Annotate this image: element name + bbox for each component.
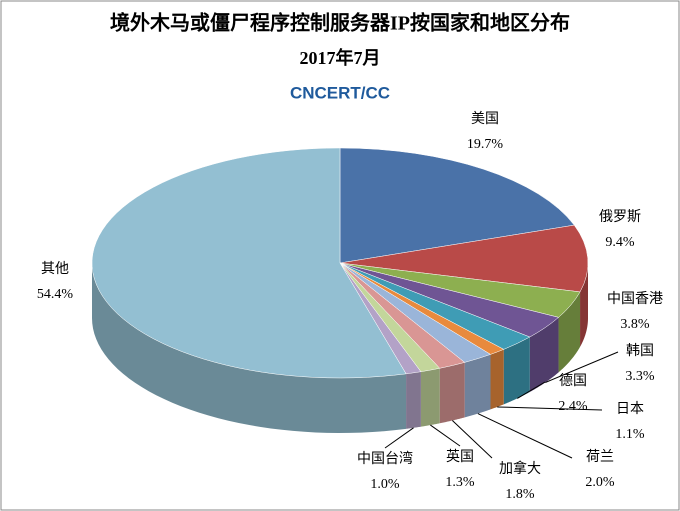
leader-line bbox=[477, 413, 573, 459]
value-label: 9.4% bbox=[605, 235, 635, 250]
slice-label: 加拿大 bbox=[499, 460, 541, 477]
logo: CNCERT/CC bbox=[290, 83, 390, 102]
slice bbox=[91, 147, 407, 379]
slice-label: 韩国 bbox=[626, 343, 654, 359]
slice-label: 日本 bbox=[616, 401, 644, 417]
slice-label: 其他 bbox=[41, 261, 69, 277]
slice-side bbox=[464, 354, 491, 418]
value-label: 54.4% bbox=[37, 287, 74, 302]
value-label: 3.8% bbox=[620, 317, 650, 332]
chart-subtitle: 2017年7月 bbox=[300, 47, 381, 68]
leader-line bbox=[452, 420, 493, 459]
slice-side bbox=[420, 368, 440, 427]
slice-label: 俄罗斯 bbox=[599, 209, 641, 225]
leader-line bbox=[384, 427, 414, 449]
value-label: 1.0% bbox=[370, 477, 400, 492]
slice-side bbox=[580, 263, 588, 347]
leader-line bbox=[545, 351, 619, 383]
chart-title: 境外木马或僵尸程序控制服务器IP按国家和地区分布 bbox=[110, 11, 570, 35]
slice-side bbox=[503, 337, 530, 405]
slice-label: 中国香港 bbox=[607, 291, 663, 307]
slice-side bbox=[406, 371, 421, 429]
value-label: 19.7% bbox=[467, 137, 504, 152]
value-label: 1.3% bbox=[445, 475, 475, 490]
slice-side bbox=[558, 291, 581, 373]
value-label: 1.1% bbox=[615, 427, 645, 442]
slice-label: 英国 bbox=[446, 448, 474, 465]
value-label: 2.0% bbox=[585, 475, 615, 490]
leader-line bbox=[517, 381, 546, 399]
slice-label: 德国 bbox=[559, 373, 587, 389]
slice bbox=[339, 147, 575, 264]
slice-label: 中国台湾 bbox=[357, 450, 413, 467]
leader-line bbox=[497, 406, 603, 411]
value-label: 3.3% bbox=[625, 369, 655, 384]
slice bbox=[339, 224, 589, 293]
value-label: 2.4% bbox=[558, 399, 588, 414]
slice-label: 美国 bbox=[471, 111, 499, 127]
slice-label: 荷兰 bbox=[586, 449, 614, 465]
slice-side bbox=[92, 263, 407, 433]
slice-side bbox=[439, 362, 465, 424]
leader-line bbox=[430, 424, 461, 447]
slice-side bbox=[490, 349, 504, 410]
value-label: 1.8% bbox=[505, 487, 535, 502]
slice-side bbox=[529, 317, 559, 393]
